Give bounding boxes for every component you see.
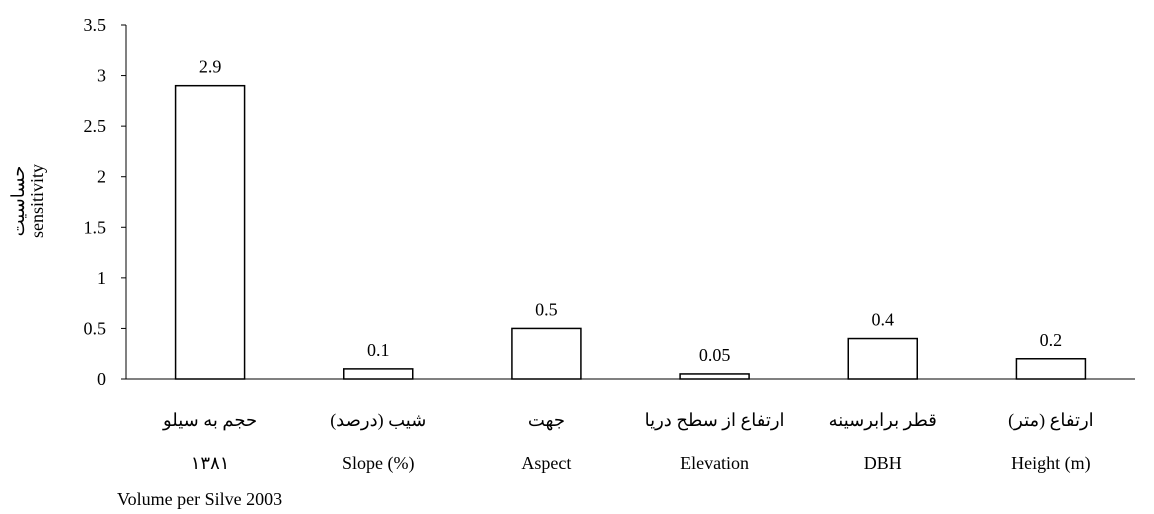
y-tick-label: 1.5	[84, 217, 107, 237]
data-labels: 2.9 0.1 0.5 0.05 0.4 0.2	[199, 57, 1062, 365]
bar	[1015, 358, 1087, 380]
category-label-fa-year: ۱۳۸۱	[191, 453, 230, 473]
y-tick-label: 0	[97, 369, 106, 389]
category-label-en: Elevation	[680, 453, 749, 473]
y-axis-ticks: 0 0.5 1 1.5 2 2.5 3 3.5	[84, 15, 126, 389]
category-label-en: Slope (%)	[342, 453, 414, 474]
category-label-fa: قطر برابرسینه	[829, 410, 937, 431]
bar	[174, 84, 246, 380]
bar	[847, 337, 918, 380]
data-label: 0.05	[699, 345, 731, 365]
category-label-fa: حجم به سیلو	[162, 410, 257, 431]
y-axis-title-en: sensitivity	[27, 164, 47, 238]
data-label: 0.1	[367, 340, 390, 360]
category-label-fa: جهت	[528, 410, 565, 431]
y-tick-label: 3.5	[84, 15, 107, 35]
data-label: 0.5	[535, 299, 558, 319]
category-label-en: Aspect	[521, 453, 571, 473]
category-label-fa: ارتفاع از سطح دریا	[645, 410, 785, 431]
bar	[511, 327, 582, 380]
category-label-fa: ارتفاع (متر)	[1008, 410, 1094, 431]
y-tick-label: 0.5	[84, 318, 107, 338]
y-axis-title-fa: حساسیت	[8, 166, 28, 237]
y-tick-label: 1	[97, 268, 106, 288]
category-label-fa: شیب (درصد)	[330, 410, 426, 431]
y-axis-title: حساسیت sensitivity	[8, 164, 47, 238]
bars	[174, 84, 1087, 380]
category-label-en: Volume per Silve 2003	[117, 489, 282, 509]
y-tick-label: 2.5	[84, 116, 107, 136]
bar	[679, 373, 750, 380]
axes	[125, 25, 1135, 380]
bar	[343, 368, 414, 380]
category-label-en: Height (m)	[1011, 453, 1090, 474]
data-label: 2.9	[199, 57, 222, 77]
y-axis-title-group: حساسیت sensitivity	[8, 164, 47, 238]
category-label-en: DBH	[864, 453, 902, 473]
y-tick-label: 2	[97, 167, 106, 187]
x-axis-labels: حجم به سیلو ۱۳۸۱ Volume per Silve 2003 شیب …	[117, 410, 1094, 509]
data-label: 0.4	[872, 310, 895, 330]
data-label: 0.2	[1040, 330, 1063, 350]
y-tick-label: 3	[97, 66, 106, 86]
